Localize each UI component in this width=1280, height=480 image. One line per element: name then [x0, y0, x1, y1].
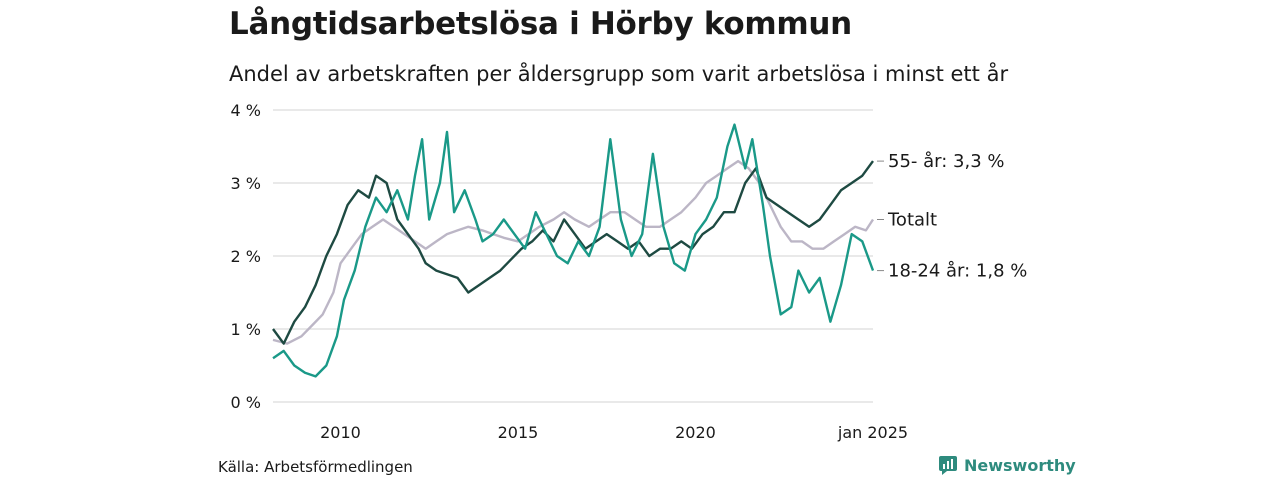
y-tick-label: 2 % [231, 247, 261, 266]
newsworthy-logo-icon [939, 456, 957, 475]
series-line-0 [272, 159, 875, 345]
grid-lines [273, 109, 873, 403]
y-tick-label: 4 % [231, 101, 261, 120]
y-tick-label: 0 % [231, 393, 261, 412]
series-end-label: 55- år: 3,3 % [888, 151, 1004, 172]
source-note: Källa: Arbetsförmedlingen [218, 458, 413, 476]
y-axis-tick-labels: 0 % 1 % 2 % 3 % 4 % [231, 101, 261, 412]
series-end-label: 18-24 år: 1,8 % [888, 261, 1027, 282]
series-lines [272, 123, 875, 378]
series-line-1 [272, 160, 874, 345]
chart-subtitle: Andel av arbetskraften per åldersgrupp s… [229, 62, 1009, 86]
y-tick-label: 1 % [231, 320, 261, 339]
series-end-labels: 55- år: 3,3 % Totalt 18-24 år: 1,8 % [877, 151, 1027, 282]
y-tick-label: 3 % [231, 174, 261, 193]
x-tick-label: 2015 [498, 423, 539, 442]
newsworthy-brand[interactable]: Newsworthy [938, 455, 1076, 475]
x-tick-label: jan 2025 [837, 423, 908, 442]
series-end-label: Totalt [887, 210, 937, 231]
x-axis-tick-labels: 2010 2015 2020 jan 2025 [320, 423, 908, 442]
chart-title: Långtidsarbetslösa i Hörby kommun [229, 6, 852, 42]
series-line-2 [272, 123, 875, 378]
x-tick-label: 2010 [320, 423, 361, 442]
brand-name: Newsworthy [964, 455, 1076, 475]
x-tick-label: 2020 [675, 423, 716, 442]
